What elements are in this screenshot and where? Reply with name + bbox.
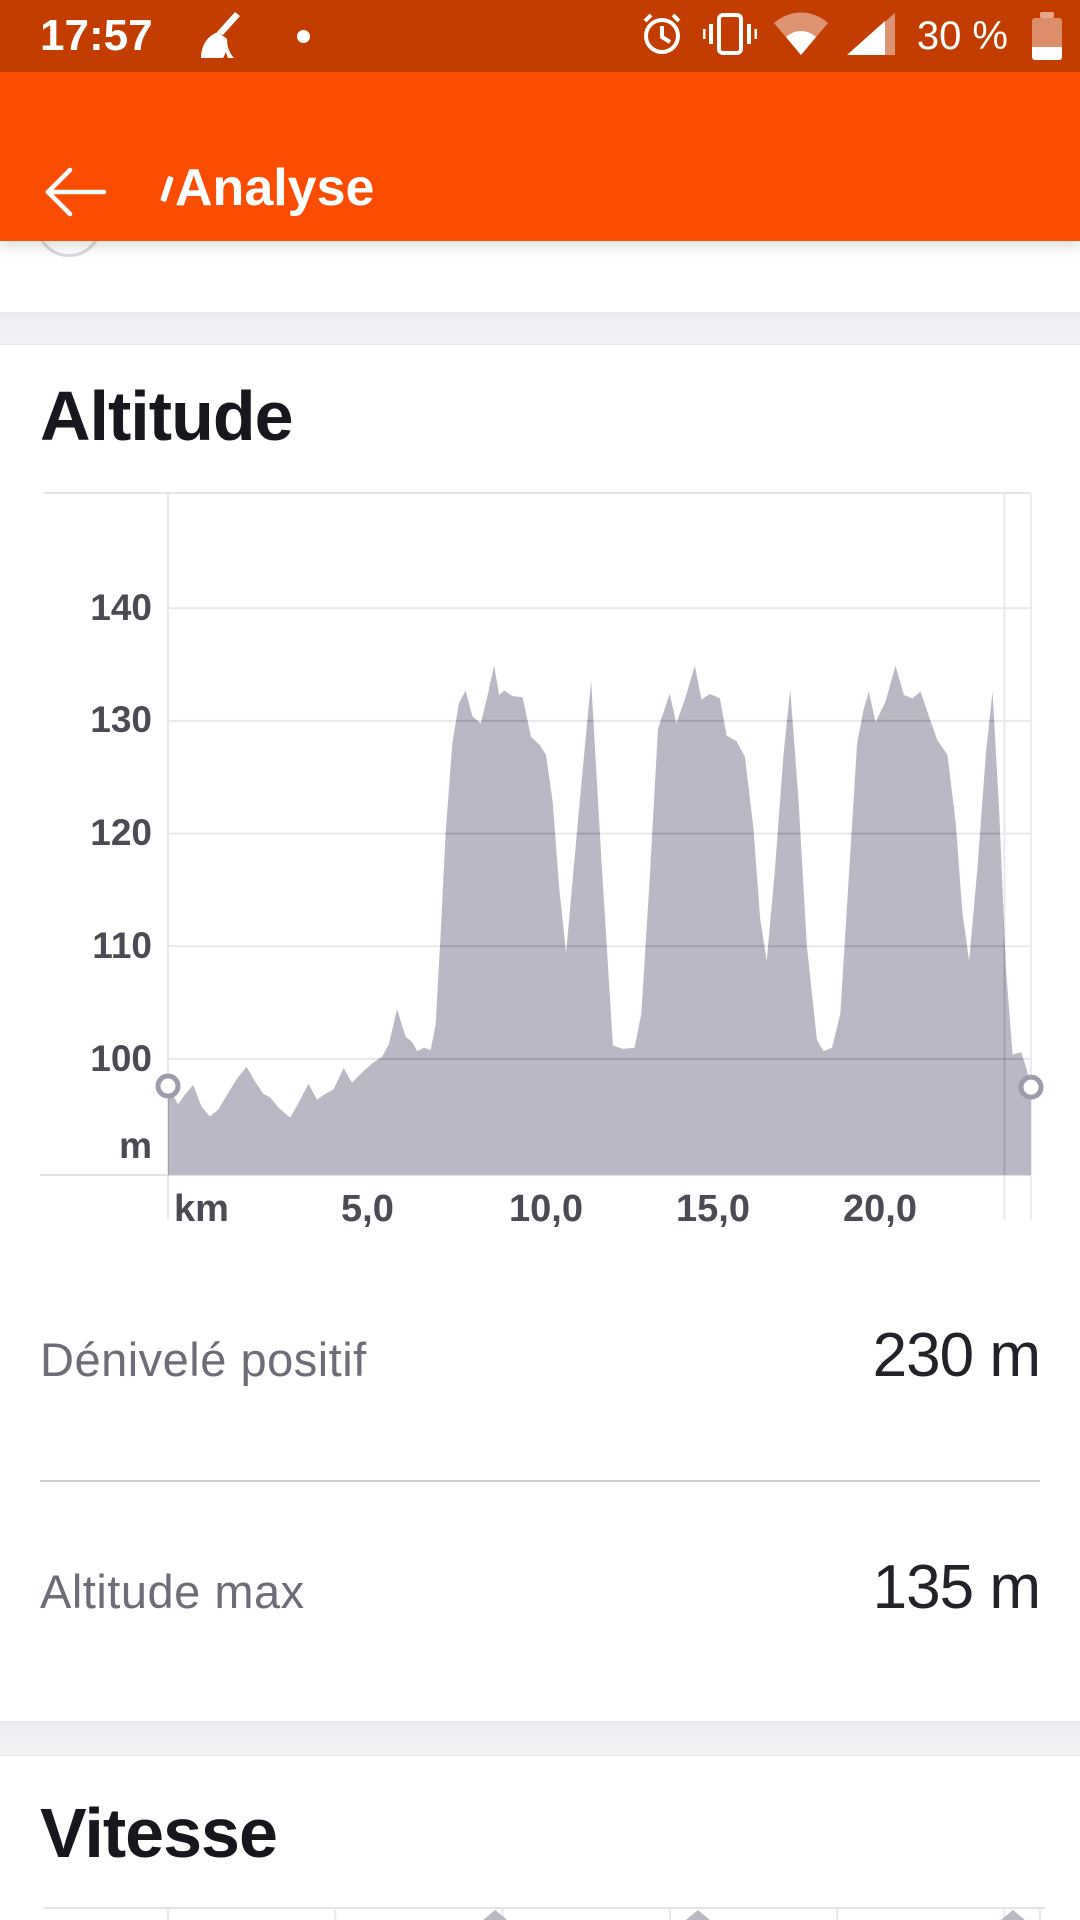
x-tick-10: 10,0 [509,1188,583,1230]
alarm-icon [637,9,687,64]
x-tick-km: km [174,1188,229,1230]
x-tick-5: 5,0 [341,1188,394,1230]
y-tick-140: 140 [90,587,152,628]
broom-icon [187,8,245,65]
signal-icon [845,11,897,62]
section-divider [0,1721,1080,1756]
altitude-chart-plot[interactable] [0,492,1080,1232]
stat-label-denivele: Dénivelé positif [40,1333,367,1386]
altitude-section-title: Altitude [40,377,294,455]
status-bar: 17:57 [0,0,1080,72]
scrolled-content-remnant [160,175,174,203]
vitesse-section-title: Vitesse [40,1794,278,1872]
y-tick-110: 110 [92,925,152,966]
notification-dot-icon [296,29,310,43]
stat-label-altitude-max: Altitude max [40,1565,305,1618]
y-tick-100: 100 [90,1038,152,1079]
battery-percentage: 30 % [916,13,1008,58]
battery-icon [1032,12,1062,60]
x-tick-20: 20,0 [843,1188,917,1230]
vibrate-icon [702,9,758,64]
arrow-left-icon [40,167,110,224]
app-header: Analyse [0,72,1080,241]
stat-divider [40,1480,1040,1482]
page-title: Analyse [175,159,375,217]
y-tick-120: 120 [90,812,152,853]
stat-value-denivele: 230 m [872,1321,1041,1390]
vitesse-chart-top-edge[interactable] [0,1906,1080,1920]
altitude-chart[interactable]: 140 130 120 110 100 m km 5,0 10,0 15,0 2… [0,492,1080,1232]
stat-value-altitude-max: 135 m [872,1553,1041,1622]
wifi-icon [773,11,829,62]
y-axis-unit: m [119,1125,152,1166]
section-divider [0,312,1080,345]
back-button[interactable] [40,164,110,220]
y-tick-130: 130 [90,699,152,740]
clock-text: 17:57 [40,11,153,60]
x-tick-15: 15,0 [676,1188,750,1230]
